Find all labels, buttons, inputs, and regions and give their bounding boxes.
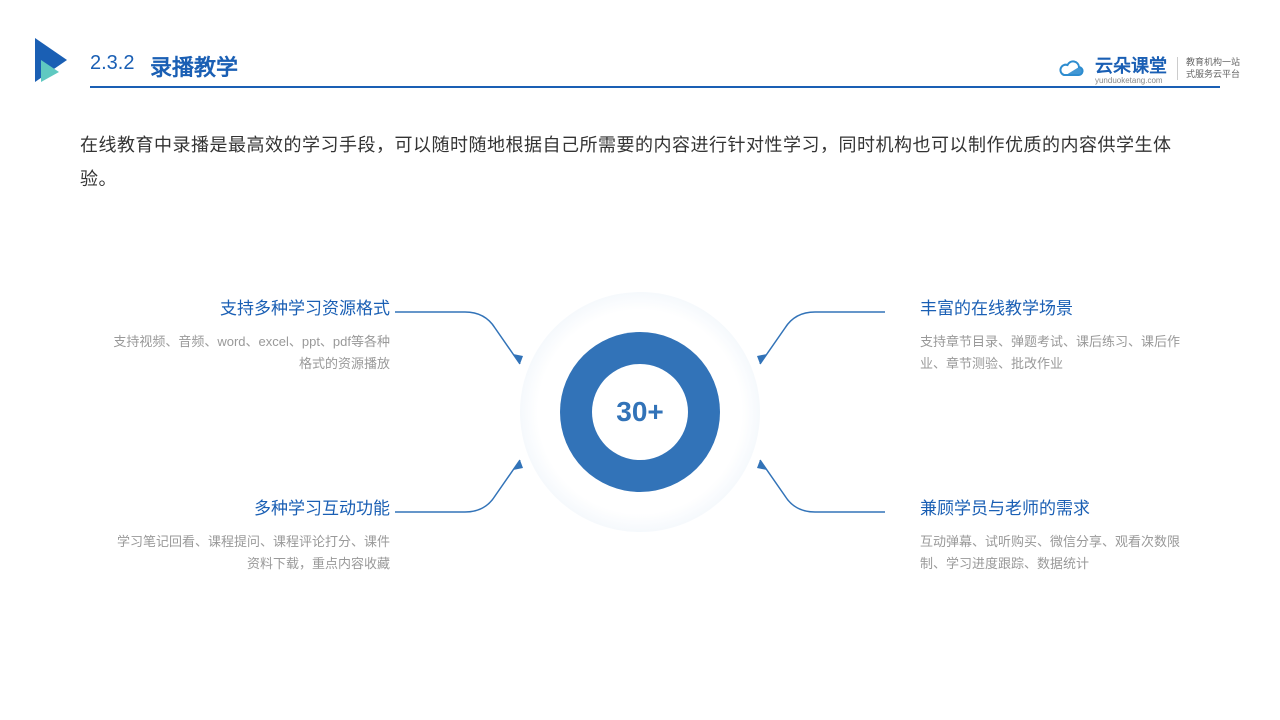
feature-desc: 互动弹幕、试听购买、微信分享、观看次数限制、学习进度跟踪、数据统计 (920, 531, 1200, 575)
feature-title: 兼顾学员与老师的需求 (920, 494, 1200, 519)
feature-desc: 学习笔记回看、课程提问、课程评论打分、课件资料下载，重点内容收藏 (110, 531, 390, 575)
feature-top-left: 支持多种学习资源格式 支持视频、音频、word、excel、ppt、pdf等各种… (110, 294, 390, 375)
feature-title: 支持多种学习资源格式 (110, 294, 390, 319)
feature-bottom-right: 兼顾学员与老师的需求 互动弹幕、试听购买、微信分享、观看次数限制、学习进度跟踪、… (920, 494, 1200, 575)
slide-description: 在线教育中录播是最高效的学习手段，可以随时随地根据自己所需要的内容进行针对性学习… (80, 128, 1200, 196)
cloud-icon (1059, 59, 1085, 79)
feature-desc: 支持章节目录、弹题考试、课后练习、课后作业、章节测验、批改作业 (920, 331, 1200, 375)
brand-name: 云朵课堂 (1095, 52, 1167, 78)
feature-bottom-left: 多种学习互动功能 学习笔记回看、课程提问、课程评论打分、课件资料下载，重点内容收… (110, 494, 390, 575)
brand-logo: 云朵课堂 yunduoketang.com 教育机构一站 式服务云平台 (1059, 52, 1240, 85)
feature-title: 多种学习互动功能 (110, 494, 390, 519)
feature-top-right: 丰富的在线教学场景 支持章节目录、弹题考试、课后练习、课后作业、章节测验、批改作… (920, 294, 1200, 375)
section-title: 录播教学 (150, 50, 238, 82)
brand-tagline: 教育机构一站 式服务云平台 (1177, 57, 1240, 80)
brand-url: yunduoketang.com (1095, 76, 1167, 85)
section-number: 2.3.2 (90, 52, 134, 75)
header-underline (90, 86, 1220, 88)
play-icon (35, 38, 75, 82)
diagram-value: 30+ (592, 364, 688, 460)
slide-header: 2.3.2 录播教学 云朵课堂 yunduoketang.com 教育机构一站 … (0, 30, 1280, 90)
diagram-ring: 30+ (560, 332, 720, 492)
feature-title: 丰富的在线教学场景 (920, 294, 1200, 319)
center-diagram: 30+ (520, 292, 760, 532)
feature-desc: 支持视频、音频、word、excel、ppt、pdf等各种格式的资源播放 (110, 331, 390, 375)
